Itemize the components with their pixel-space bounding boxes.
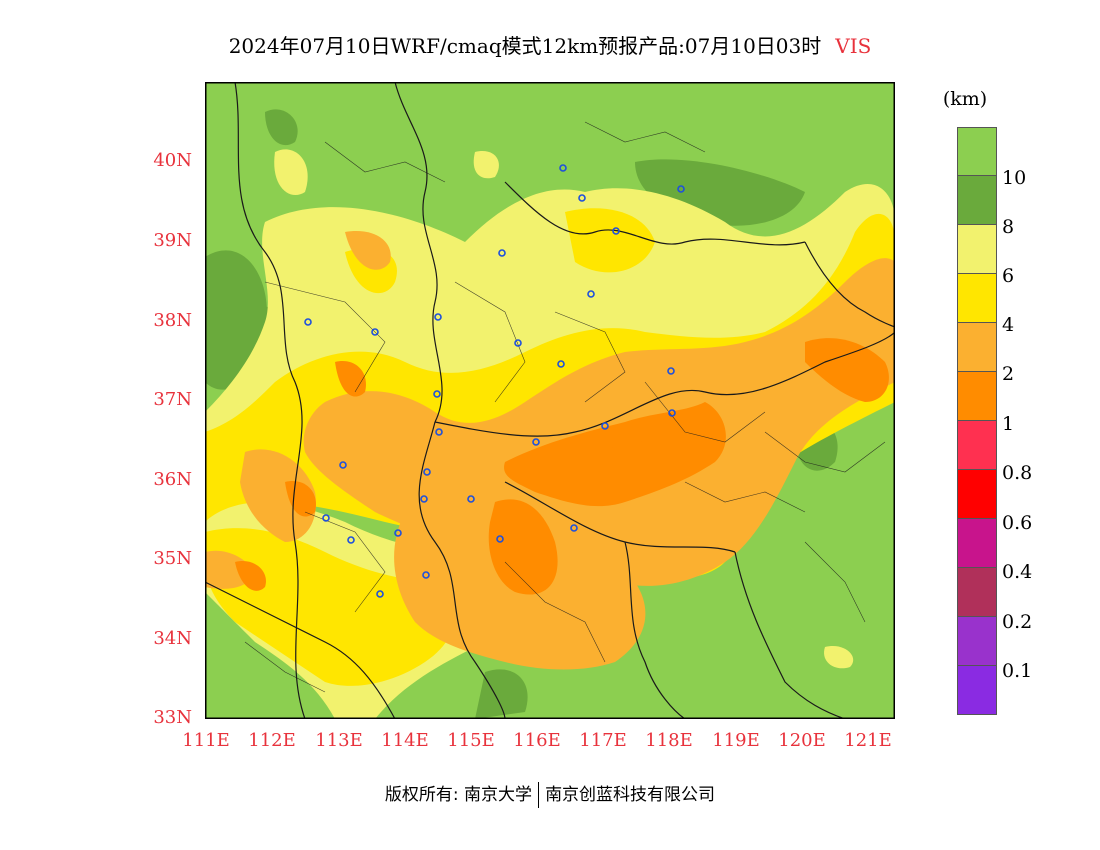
title-variable: VIS xyxy=(835,34,872,58)
legend-swatch xyxy=(957,421,997,470)
lon-label-119e: 119E xyxy=(712,730,760,751)
legend-colorbar xyxy=(957,127,997,715)
lon-label-113e: 113E xyxy=(315,730,363,751)
lon-label-112e: 112E xyxy=(248,730,296,751)
lat-label-35n: 35N xyxy=(153,548,192,569)
legend-unit: (km) xyxy=(942,88,988,110)
lat-label-33n: 33N xyxy=(153,707,192,728)
lat-label-40n: 40N xyxy=(153,150,192,171)
copyright-footer: 版权所有: 南京大学 南京创蓝科技有限公司 xyxy=(0,780,1100,808)
legend-swatch xyxy=(957,176,997,225)
legend-swatch xyxy=(957,617,997,666)
title-main: 2024年07月10日WRF/cmaq模式12km预报产品:07月10日03时 xyxy=(228,34,822,58)
legend-label-10: 10 xyxy=(1002,167,1027,189)
legend-label-0-1: 0.1 xyxy=(1002,660,1033,682)
lon-label-116e: 116E xyxy=(513,730,561,751)
lon-label-115e: 115E xyxy=(447,730,495,751)
boundary-lines xyxy=(205,82,895,719)
legend-label-0-8: 0.8 xyxy=(1002,462,1033,484)
lat-label-39n: 39N xyxy=(153,230,192,251)
legend-label-8: 8 xyxy=(1002,216,1015,238)
county-lines xyxy=(244,121,886,693)
legend-label-2: 2 xyxy=(1002,363,1015,385)
legend-label-1: 1 xyxy=(1002,413,1015,435)
orange-regions xyxy=(235,338,889,595)
legend-swatch xyxy=(957,127,997,176)
legend-label-6: 6 xyxy=(1002,265,1015,287)
legend-swatch xyxy=(957,274,997,323)
lon-label-114e: 114E xyxy=(381,730,429,751)
lat-label-36n: 36N xyxy=(153,469,192,490)
lat-label-34n: 34N xyxy=(153,628,192,649)
legend-swatch xyxy=(957,225,997,274)
legend-label-0-6: 0.6 xyxy=(1002,512,1033,534)
legend-label-0-4: 0.4 xyxy=(1002,561,1033,583)
lon-label-111e: 111E xyxy=(182,730,230,751)
map-canvas xyxy=(205,82,895,719)
legend-swatch xyxy=(957,323,997,372)
lat-label-38n: 38N xyxy=(153,310,192,331)
map-frame xyxy=(205,82,895,719)
legend-label-4: 4 xyxy=(1002,314,1015,336)
map-title: 2024年07月10日WRF/cmaq模式12km预报产品:07月10日03时 V… xyxy=(0,30,1100,59)
light-orange-regions xyxy=(205,231,895,670)
legend-swatch xyxy=(957,519,997,568)
lon-label-120e: 120E xyxy=(778,730,826,751)
lon-label-118e: 118E xyxy=(645,730,693,751)
lon-label-121e: 121E xyxy=(844,730,892,751)
visibility-map[interactable] xyxy=(205,82,895,719)
legend-swatch xyxy=(957,568,997,617)
company-text: 南京创蓝科技有限公司 xyxy=(545,785,716,805)
lon-label-117e: 117E xyxy=(579,730,627,751)
footer-divider xyxy=(538,782,540,808)
copyright-text: 版权所有: 南京大学 xyxy=(384,785,533,805)
legend-swatch xyxy=(957,372,997,421)
legend-swatch xyxy=(957,666,997,715)
legend-label-0-2: 0.2 xyxy=(1002,611,1033,633)
legend-swatch xyxy=(957,470,997,519)
station-markers xyxy=(304,164,685,598)
lat-label-37n: 37N xyxy=(153,389,192,410)
